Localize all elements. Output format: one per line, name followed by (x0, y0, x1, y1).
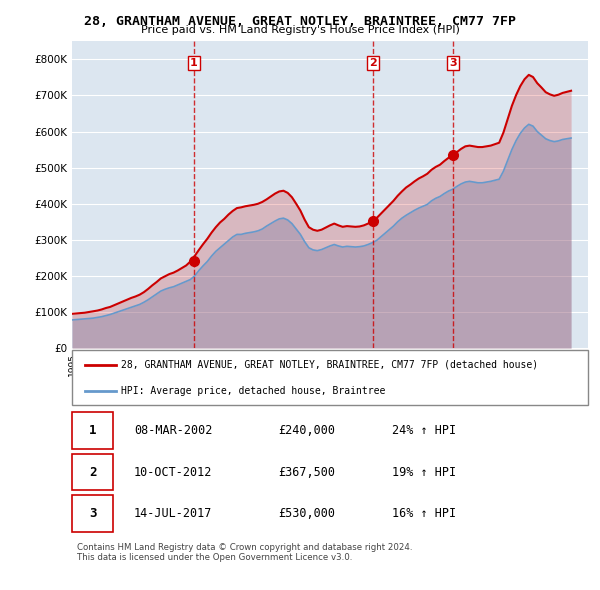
Text: £240,000: £240,000 (278, 424, 335, 437)
FancyBboxPatch shape (72, 496, 113, 532)
Text: 08-MAR-2002: 08-MAR-2002 (134, 424, 212, 437)
Text: 3: 3 (89, 507, 97, 520)
Text: HPI: Average price, detached house, Braintree: HPI: Average price, detached house, Brai… (121, 386, 385, 395)
Text: 16% ↑ HPI: 16% ↑ HPI (392, 507, 456, 520)
Text: 1: 1 (190, 58, 197, 68)
Text: 28, GRANTHAM AVENUE, GREAT NOTLEY, BRAINTREE, CM77 7FP (detached house): 28, GRANTHAM AVENUE, GREAT NOTLEY, BRAIN… (121, 360, 538, 369)
Text: Price paid vs. HM Land Registry's House Price Index (HPI): Price paid vs. HM Land Registry's House … (140, 25, 460, 35)
Text: 2: 2 (369, 58, 377, 68)
Text: 2: 2 (89, 466, 97, 478)
Text: Contains HM Land Registry data © Crown copyright and database right 2024.
This d: Contains HM Land Registry data © Crown c… (77, 543, 413, 562)
Text: 3: 3 (449, 58, 457, 68)
Text: 1: 1 (89, 424, 97, 437)
FancyBboxPatch shape (72, 412, 113, 448)
Text: 28, GRANTHAM AVENUE, GREAT NOTLEY, BRAINTREE, CM77 7FP: 28, GRANTHAM AVENUE, GREAT NOTLEY, BRAIN… (84, 15, 516, 28)
FancyBboxPatch shape (72, 350, 588, 405)
Text: 10-OCT-2012: 10-OCT-2012 (134, 466, 212, 478)
FancyBboxPatch shape (72, 454, 113, 490)
Text: £530,000: £530,000 (278, 507, 335, 520)
Text: 24% ↑ HPI: 24% ↑ HPI (392, 424, 456, 437)
Text: 19% ↑ HPI: 19% ↑ HPI (392, 466, 456, 478)
Text: £367,500: £367,500 (278, 466, 335, 478)
Text: 14-JUL-2017: 14-JUL-2017 (134, 507, 212, 520)
